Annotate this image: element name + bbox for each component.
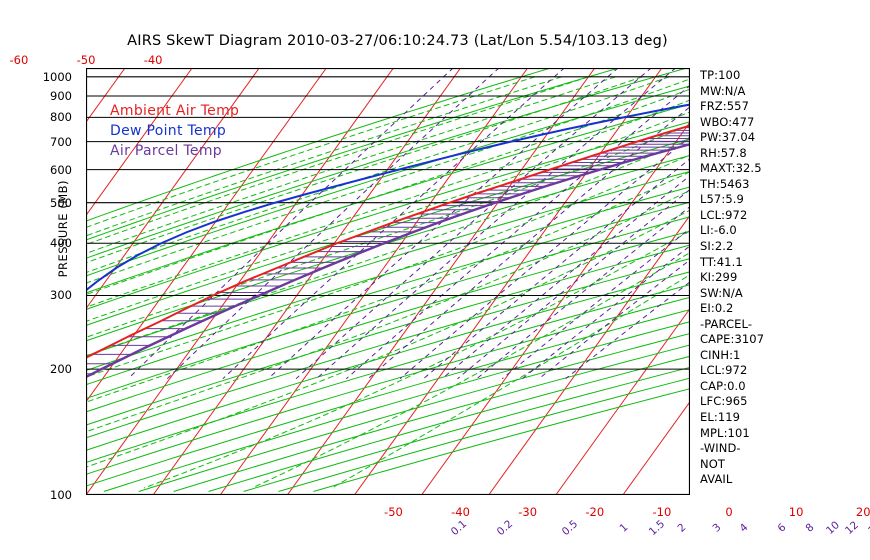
- sounding-index-tt-41-1: TT:41.1: [700, 254, 743, 269]
- temperature-axis-bottom: -50-40-30-20-100102030: [0, 505, 870, 523]
- mixing-ratio-axis: 0.10.20.511.52346810121520253040: [0, 512, 870, 546]
- temp-top-tick--60: -60: [9, 53, 29, 67]
- mixing-ratio-tick-10: 10: [824, 519, 843, 537]
- temp-top-tick--40: -40: [143, 53, 163, 67]
- temp-bottom-tick-10: 10: [788, 505, 804, 519]
- mixing-ratio-tick-12: 12: [842, 519, 861, 537]
- sounding-index-li--6-0: LI:-6.0: [700, 223, 737, 238]
- page-title: AIRS SkewT Diagram 2010-03-27/06:10:24.7…: [127, 33, 668, 49]
- sounding-index-ki-299: KI:299: [700, 270, 738, 285]
- sounding-index-cape-3107: CAPE:3107: [700, 332, 765, 347]
- mixing-ratio-tick-0.1: 0.1: [448, 517, 470, 539]
- mixing-ratio-tick-4: 4: [737, 521, 751, 535]
- sounding-index-cap-0-0: CAP:0.0: [700, 378, 746, 393]
- sounding-index-pw-37-04: PW:37.04: [700, 130, 756, 145]
- mixing-ratio-tick-3: 3: [710, 521, 724, 535]
- sounding-index--wind-: -WIND-: [700, 441, 741, 456]
- pressure-axis-labels: 100 200 300 400 500 600 700 800 900 1000: [20, 63, 72, 502]
- sounding-indices-panel: TP:100 MW:N/A FRZ:557 WBO:477 PW:37.04 RH:57.…: [700, 68, 818, 488]
- pressure-tick-200: 200: [50, 362, 72, 377]
- sounding-index-tp-100: TP:100: [700, 68, 741, 82]
- temp-bottom-tick--20: -20: [585, 505, 605, 519]
- sounding-index-th-5463: TH:5463: [700, 176, 750, 191]
- sounding-index-lcl-972: LCL:972: [700, 207, 748, 222]
- mixing-ratio-tick-1.5: 1.5: [646, 517, 668, 539]
- pressure-tick-100: 100: [50, 488, 72, 502]
- mixing-ratio-tick-0.2: 0.2: [494, 517, 516, 539]
- sounding-index-sw-n-a: SW:N/A: [700, 285, 743, 300]
- plot-area: [86, 68, 690, 495]
- temp-bottom-tick--10: -10: [652, 505, 672, 519]
- sounding-index-not: NOT: [700, 456, 725, 471]
- sounding-index-maxt-32-5: MAXT:32.5: [700, 161, 762, 176]
- mixing-ratio-tick-15: 15: [866, 519, 870, 537]
- sounding-index-mpl-101: MPL:101: [700, 425, 750, 440]
- sounding-index-el-119: EL:119: [700, 410, 741, 425]
- temperature-axis-top: -120-110-100-90-80-70-60-50-40: [0, 53, 870, 69]
- sounding-index--parcel-: -PARCEL-: [700, 316, 753, 331]
- sounding-index-wbo-477: WBO:477: [700, 114, 755, 129]
- temp-top-tick--50: -50: [76, 53, 96, 67]
- pressure-tick-600: 600: [50, 162, 72, 177]
- pressure-tick-500: 500: [50, 195, 72, 210]
- mixing-ratio-tick-8: 8: [803, 521, 817, 535]
- sounding-index-rh-57-8: RH:57.8: [700, 145, 747, 160]
- sounding-index-lcl-972: LCL:972: [700, 363, 748, 378]
- mixing-ratio-tick-2: 2: [675, 521, 689, 535]
- sounding-index-lfc-965: LFC:965: [700, 394, 748, 409]
- pressure-tick-300: 300: [50, 288, 72, 303]
- sounding-index-si-2-2: SI:2.2: [700, 239, 734, 254]
- temp-bottom-tick-0: 0: [725, 505, 733, 519]
- pressure-tick-900: 900: [50, 88, 72, 103]
- mixing-ratio-tick-6: 6: [775, 521, 789, 535]
- sounding-index-frz-557: FRZ:557: [700, 99, 750, 114]
- pressure-axis-title: PRESSURE (MB): [56, 180, 70, 278]
- pressure-tick-800: 800: [50, 110, 72, 125]
- temp-bottom-tick-20: 20: [855, 505, 870, 519]
- pressure-tick-400: 400: [50, 236, 72, 251]
- sounding-index-mw-n-a: MW:N/A: [700, 83, 746, 98]
- pressure-tick-700: 700: [50, 134, 72, 149]
- sounding-index-cinh-1: CINH:1: [700, 347, 741, 362]
- mixing-ratio-tick-1: 1: [617, 521, 631, 535]
- temp-bottom-tick--50: -50: [384, 505, 403, 519]
- mixing-ratio-tick-0.5: 0.5: [560, 517, 581, 539]
- sounding-index-l57-5-9: L57:5.9: [700, 192, 744, 207]
- sounding-index-ei-0-2: EI:0.2: [700, 301, 734, 316]
- temp-bottom-tick--40: -40: [451, 505, 470, 519]
- sounding-index-avail: AVAIL: [700, 472, 733, 487]
- pressure-tick-1000: 1000: [42, 69, 72, 84]
- temp-bottom-tick--30: -30: [518, 505, 538, 519]
